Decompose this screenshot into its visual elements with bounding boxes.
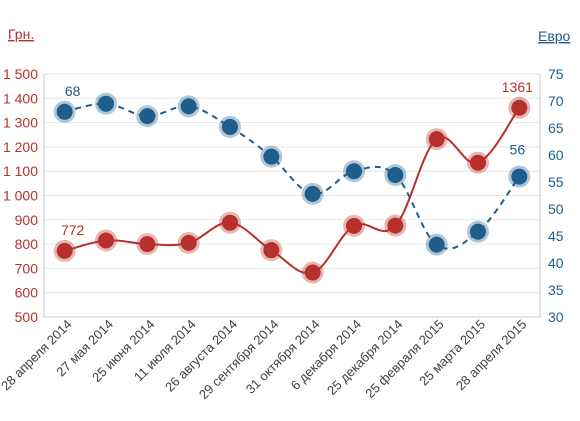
x-tick-label: 26 августа 2014 <box>162 317 240 395</box>
left-tick-label: 1 500 <box>3 66 38 82</box>
left-tick-label: 1 400 <box>3 90 38 106</box>
right-tick-label: 60 <box>548 147 564 163</box>
data-point-marker <box>222 118 238 135</box>
data-point-uah <box>136 233 159 256</box>
right-tick-label: 30 <box>548 309 564 325</box>
data-point-marker <box>222 214 238 231</box>
left-tick-label: 700 <box>15 260 39 276</box>
data-point-uah <box>508 96 531 119</box>
data-point-uah <box>95 229 117 252</box>
data-label-eur: 68 <box>65 83 81 99</box>
left-tick-label: 1 200 <box>3 139 38 155</box>
left-tick-label: 600 <box>15 285 39 301</box>
data-point-uah <box>260 239 283 262</box>
right-tick-label: 65 <box>548 120 564 136</box>
right-tick-label: 75 <box>548 66 564 82</box>
right-tick-label: 55 <box>548 174 564 190</box>
data-point-eur <box>95 92 117 115</box>
data-point-marker <box>387 217 404 234</box>
right-axis-ticks: 30 35 40 45 50 55 60 65 70 75 <box>548 66 564 325</box>
data-point-marker <box>346 217 362 234</box>
data-label-uah: 1361 <box>502 79 533 95</box>
left-tick-label: 1 000 <box>3 188 38 204</box>
data-point-marker <box>98 95 114 112</box>
data-point-eur <box>508 165 531 188</box>
x-tick-label: 31 октября 2014 <box>243 317 323 397</box>
data-point-eur <box>467 220 489 243</box>
data-point-uah <box>425 128 448 151</box>
x-tick-label: 6 декабря 2014 <box>288 317 364 393</box>
data-point-marker <box>304 264 321 281</box>
x-tick-label: 28 апреля 2014 <box>0 317 75 394</box>
right-tick-label: 40 <box>548 255 564 271</box>
data-point-marker <box>511 99 528 116</box>
left-tick-label: 900 <box>15 212 39 228</box>
series-line-eur <box>64 102 521 250</box>
data-point-marker <box>139 108 156 125</box>
data-label-eur: 56 <box>510 142 526 158</box>
data-point-uah <box>384 214 407 237</box>
left-tick-label: 1 100 <box>3 163 38 179</box>
left-axis-unit: Грн. <box>8 26 34 42</box>
data-point-eur <box>425 233 448 256</box>
data-point-eur <box>219 115 241 138</box>
data-point-uah <box>301 261 324 284</box>
data-point-uah <box>177 231 200 254</box>
data-point-marker <box>346 163 362 180</box>
data-point-uah <box>343 214 365 237</box>
data-point-eur <box>53 100 76 123</box>
grid-lines <box>44 73 540 294</box>
left-tick-label: 1 300 <box>3 115 38 131</box>
data-point-eur <box>343 160 365 183</box>
data-point-marker <box>263 242 280 259</box>
data-point-marker <box>98 232 114 249</box>
right-axis-unit: Евро <box>538 28 571 44</box>
data-point-eur <box>177 95 200 118</box>
data-point-uah <box>219 211 241 234</box>
right-tick-label: 45 <box>548 228 564 244</box>
data-labels: 68 56 772 1361 <box>61 79 533 238</box>
data-point-eur <box>260 145 283 168</box>
right-tick-label: 70 <box>548 93 564 109</box>
data-point-eur <box>301 182 324 205</box>
data-point-marker <box>180 234 197 251</box>
series-points <box>53 92 531 284</box>
data-point-marker <box>139 236 156 253</box>
data-point-marker <box>428 236 445 253</box>
data-point-marker <box>304 185 321 202</box>
data-point-eur <box>136 105 159 128</box>
data-point-uah <box>53 239 76 262</box>
x-tick-label: 28 апреля 2015 <box>453 317 530 394</box>
data-label-uah: 772 <box>61 222 85 238</box>
data-point-uah <box>467 151 489 174</box>
data-point-marker <box>180 98 197 115</box>
series-line-uah <box>64 107 521 275</box>
data-point-marker <box>56 242 73 259</box>
data-point-marker <box>263 148 280 165</box>
series-lines <box>64 102 521 275</box>
data-point-marker <box>428 131 445 148</box>
data-point-marker <box>511 168 528 185</box>
left-axis-ticks: 500 600 700 800 900 1 000 1 100 1 200 1 300 1 400… <box>3 66 38 325</box>
left-tick-label: 500 <box>15 309 39 325</box>
data-point-eur <box>384 163 407 186</box>
right-tick-label: 50 <box>548 201 564 217</box>
data-point-marker <box>387 166 404 183</box>
right-tick-label: 35 <box>548 282 564 298</box>
x-tick-label: 25 декабря 2014 <box>324 317 405 398</box>
left-tick-label: 800 <box>15 236 39 252</box>
data-point-marker <box>470 223 486 240</box>
data-point-marker <box>470 154 486 171</box>
data-point-marker <box>56 103 73 120</box>
